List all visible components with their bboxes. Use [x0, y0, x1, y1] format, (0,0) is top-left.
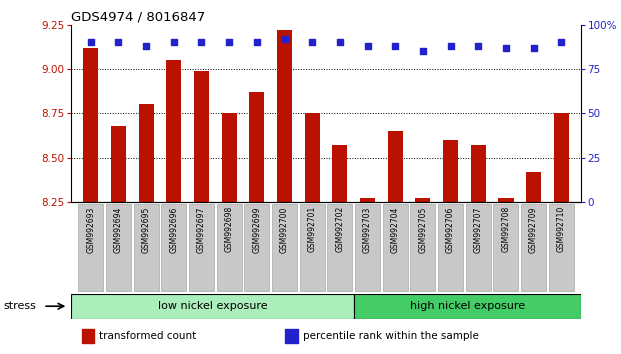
Bar: [111, 126, 126, 202]
Point: [279, 36, 289, 42]
Point: [363, 43, 373, 49]
Bar: [194, 71, 209, 202]
FancyBboxPatch shape: [410, 205, 435, 291]
Text: GSM992706: GSM992706: [446, 206, 455, 253]
Text: high nickel exposure: high nickel exposure: [410, 301, 525, 311]
Point: [556, 40, 566, 45]
Text: GSM992698: GSM992698: [225, 206, 233, 252]
Bar: [471, 145, 486, 202]
Point: [501, 45, 511, 51]
Bar: [83, 48, 98, 202]
Point: [224, 40, 234, 45]
FancyBboxPatch shape: [78, 205, 103, 291]
Text: GSM992709: GSM992709: [529, 206, 538, 253]
Bar: [138, 104, 154, 202]
Bar: [249, 92, 265, 202]
Bar: [498, 198, 514, 202]
Text: GSM992695: GSM992695: [142, 206, 151, 253]
Text: GSM992703: GSM992703: [363, 206, 372, 253]
FancyBboxPatch shape: [327, 205, 352, 291]
FancyBboxPatch shape: [161, 205, 186, 291]
FancyBboxPatch shape: [134, 205, 158, 291]
Point: [86, 40, 96, 45]
FancyBboxPatch shape: [272, 205, 297, 291]
Point: [418, 48, 428, 54]
Text: GSM992702: GSM992702: [335, 206, 345, 252]
Text: GSM992705: GSM992705: [419, 206, 427, 253]
Bar: [285, 329, 298, 343]
Text: GDS4974 / 8016847: GDS4974 / 8016847: [71, 11, 206, 24]
Text: GSM992700: GSM992700: [280, 206, 289, 253]
Text: GSM992693: GSM992693: [86, 206, 95, 253]
Bar: [443, 140, 458, 202]
Point: [141, 43, 151, 49]
FancyBboxPatch shape: [217, 205, 242, 291]
FancyBboxPatch shape: [438, 205, 463, 291]
FancyBboxPatch shape: [189, 205, 214, 291]
Text: GSM992696: GSM992696: [170, 206, 178, 253]
Point: [114, 40, 124, 45]
Text: GSM992701: GSM992701: [307, 206, 317, 252]
Point: [169, 40, 179, 45]
FancyBboxPatch shape: [494, 205, 519, 291]
FancyBboxPatch shape: [106, 205, 131, 291]
FancyBboxPatch shape: [383, 205, 407, 291]
Text: percentile rank within the sample: percentile rank within the sample: [303, 331, 479, 341]
Point: [335, 40, 345, 45]
Point: [390, 43, 400, 49]
Text: GSM992708: GSM992708: [501, 206, 510, 252]
Point: [307, 40, 317, 45]
Text: transformed count: transformed count: [99, 331, 197, 341]
FancyBboxPatch shape: [521, 205, 546, 291]
Text: GSM992697: GSM992697: [197, 206, 206, 253]
Point: [252, 40, 262, 45]
Text: stress: stress: [3, 301, 36, 311]
Bar: [277, 30, 292, 202]
Text: GSM992699: GSM992699: [252, 206, 261, 253]
FancyBboxPatch shape: [355, 205, 380, 291]
FancyBboxPatch shape: [300, 205, 325, 291]
Bar: [554, 113, 569, 202]
Bar: [304, 113, 320, 202]
Text: GSM992694: GSM992694: [114, 206, 123, 253]
Point: [196, 40, 206, 45]
Bar: [332, 145, 348, 202]
Bar: [222, 113, 237, 202]
Bar: [166, 60, 181, 202]
FancyBboxPatch shape: [245, 205, 270, 291]
FancyBboxPatch shape: [354, 294, 581, 319]
Text: GSM992707: GSM992707: [474, 206, 483, 253]
Bar: [81, 329, 94, 343]
Bar: [388, 131, 403, 202]
Bar: [526, 172, 541, 202]
FancyBboxPatch shape: [549, 205, 574, 291]
Bar: [415, 198, 430, 202]
FancyBboxPatch shape: [466, 205, 491, 291]
Text: GSM992710: GSM992710: [557, 206, 566, 252]
Text: low nickel exposure: low nickel exposure: [158, 301, 268, 311]
FancyBboxPatch shape: [71, 294, 354, 319]
Text: GSM992704: GSM992704: [391, 206, 400, 253]
Point: [446, 43, 456, 49]
Point: [473, 43, 483, 49]
Bar: [360, 198, 375, 202]
Point: [528, 45, 538, 51]
